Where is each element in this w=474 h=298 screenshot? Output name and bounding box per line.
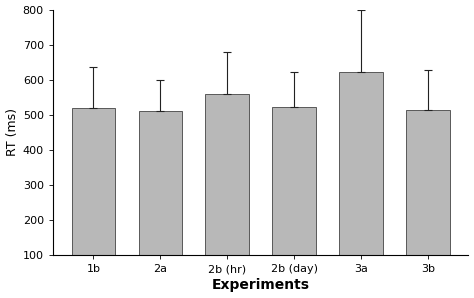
Bar (138, 111, 182, 255)
Bar (273, 107, 316, 255)
Y-axis label: RT (ms): RT (ms) (6, 108, 18, 156)
X-axis label: Experiments: Experiments (212, 278, 310, 292)
Bar (406, 110, 449, 255)
Bar (206, 94, 249, 255)
Bar (72, 108, 115, 255)
Bar (339, 72, 383, 255)
